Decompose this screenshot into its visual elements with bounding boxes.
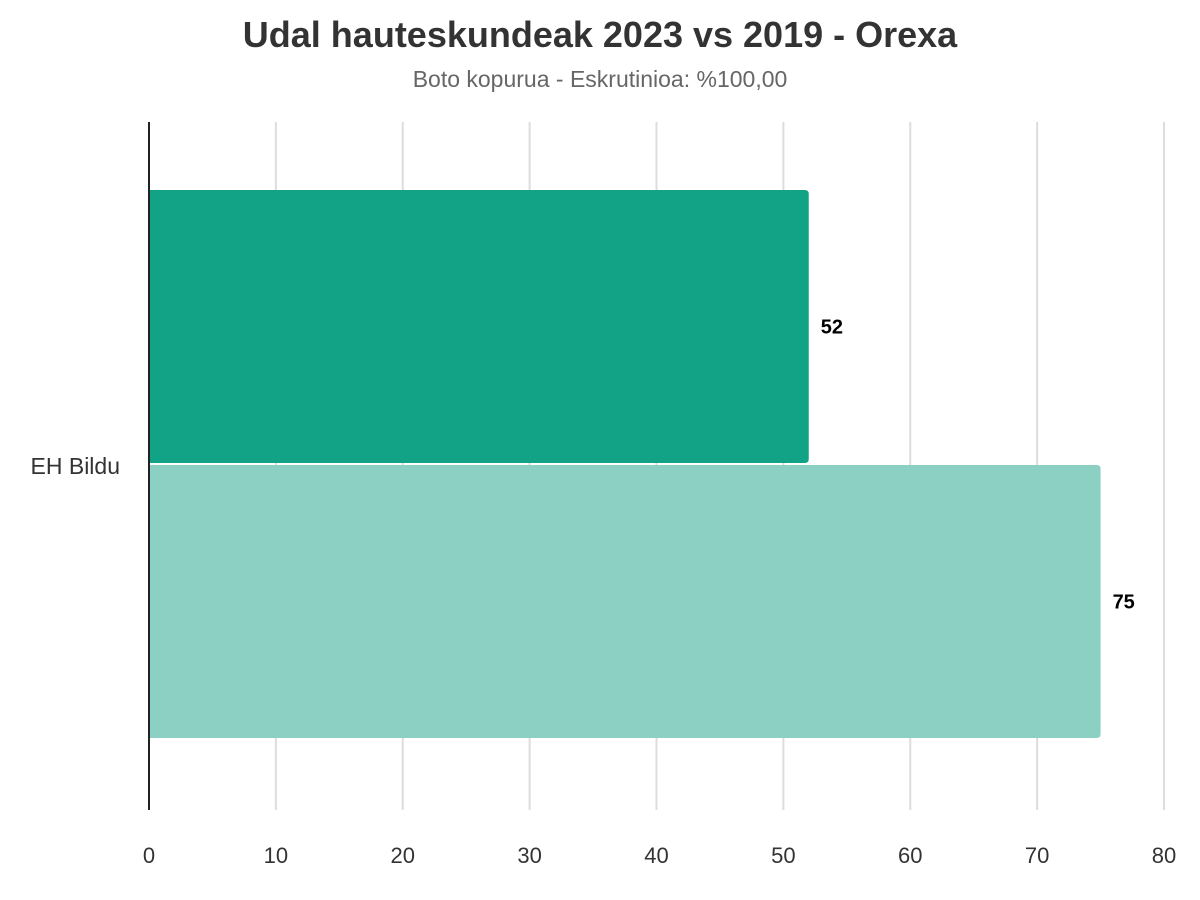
bar-series-2 xyxy=(149,465,1101,738)
bar-value-label: 52 xyxy=(821,317,843,339)
category-label: EH Bildu xyxy=(31,453,120,479)
x-tick-label: 30 xyxy=(517,843,541,868)
bars xyxy=(149,190,1101,738)
bar-value-label: 75 xyxy=(1113,592,1135,614)
x-tick-label: 40 xyxy=(644,843,668,868)
x-tick-label: 60 xyxy=(898,843,922,868)
chart-subtitle: Boto kopurua - Eskrutinioa: %100,00 xyxy=(412,66,788,92)
x-tick-label: 70 xyxy=(1025,843,1049,868)
x-tick-label: 0 xyxy=(143,843,155,868)
x-tick-label: 20 xyxy=(391,843,415,868)
bar-series-1 xyxy=(149,190,809,463)
x-tick-label: 80 xyxy=(1152,843,1176,868)
chart-title: Udal hauteskundeak 2023 vs 2019 - Orexa xyxy=(242,14,958,55)
x-tick-label: 50 xyxy=(771,843,795,868)
x-tick-label: 10 xyxy=(264,843,288,868)
labels: 0 10 20 30 40 50 60 70 80 52 75 EH Bildu xyxy=(31,317,1177,869)
